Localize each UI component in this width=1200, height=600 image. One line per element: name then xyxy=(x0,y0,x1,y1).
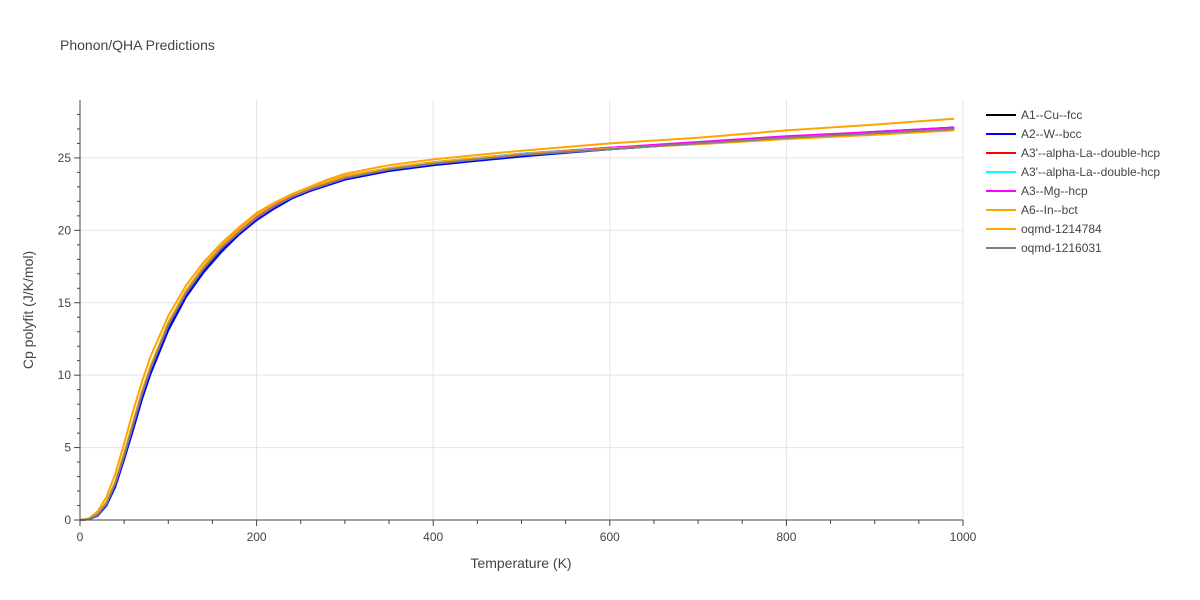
series-line xyxy=(79,128,955,521)
legend-entry: A3'--alpha-La--double-hcp xyxy=(1021,146,1160,160)
series-line xyxy=(79,129,955,521)
grid xyxy=(80,100,964,520)
y-tick-label: 10 xyxy=(58,368,72,382)
y-tick-label: 25 xyxy=(58,151,72,165)
legend-entry: oqmd-1214784 xyxy=(1021,222,1102,236)
x-tick-label: 600 xyxy=(600,530,620,544)
legend-entry: oqmd-1216031 xyxy=(1021,241,1102,255)
tick-labels: 0 200 400 600 800 1000 0 5 10 15 20 25 xyxy=(58,151,977,544)
legend-entry: A2--W--bcc xyxy=(1021,127,1081,141)
y-axis-title: Cp polyfit (J/K/mol) xyxy=(20,251,36,369)
series-line xyxy=(79,128,955,521)
chart-title: Phonon/QHA Predictions xyxy=(60,37,215,53)
legend-entry: A6--In--bct xyxy=(1021,203,1078,217)
series-lines xyxy=(79,117,955,521)
legend-entry: A3'--alpha-La--double-hcp xyxy=(1021,165,1160,179)
x-axis-title: Temperature (K) xyxy=(470,555,571,571)
legend-entry: A3--Mg--hcp xyxy=(1021,184,1088,198)
y-tick-label: 15 xyxy=(58,296,72,310)
x-tick-label: 200 xyxy=(247,530,267,544)
y-tick-label: 20 xyxy=(58,223,72,237)
series-line xyxy=(79,128,955,521)
legend-entry: A1--Cu--fcc xyxy=(1021,108,1082,122)
y-tick-label: 5 xyxy=(64,441,71,455)
series-line xyxy=(79,128,955,521)
series-line xyxy=(79,126,955,521)
x-tick-label: 800 xyxy=(776,530,796,544)
x-tick-label: 400 xyxy=(423,530,443,544)
series-line xyxy=(79,126,955,521)
series-line xyxy=(79,117,955,521)
x-tick-label: 1000 xyxy=(950,530,977,544)
axes xyxy=(74,100,964,526)
x-tick-label: 0 xyxy=(77,530,84,544)
legend: A1--Cu--fcc A2--W--bcc A3'--alpha-La--doub… xyxy=(986,108,1160,255)
y-tick-label: 0 xyxy=(64,513,71,527)
